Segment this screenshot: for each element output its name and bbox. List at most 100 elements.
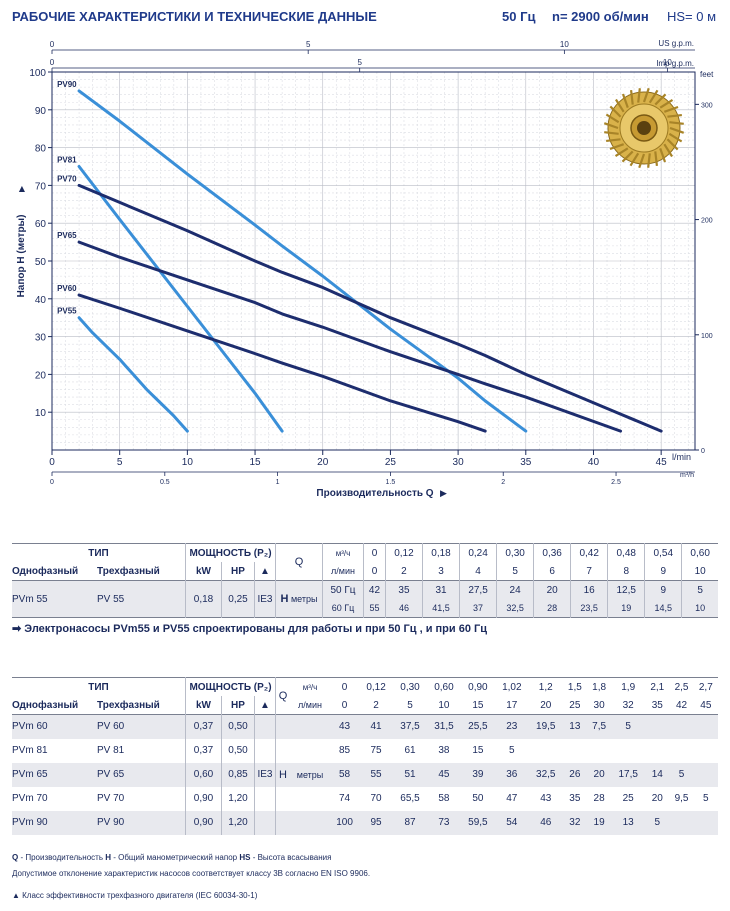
row-kw: 0,37 [185,738,222,763]
row-h-value: 58 [438,793,450,804]
table-pv55: ТИП МОЩНОСТЬ (P₂) Q м³/ч 0 0,12 0,18 0,2… [12,543,718,618]
row-h-value: 73 [438,817,450,828]
pv55-h: H [280,593,289,605]
row-h-unit: метры [296,769,324,780]
row-h-value: 13 [569,721,581,733]
impgpm-tick-label: 5 [357,58,362,67]
blank-cell [254,786,276,811]
header-hs: HS= 0 м [667,9,717,24]
q-lmin-9: 10 [681,562,718,581]
row-h-value: 7,5 [592,721,607,733]
q-lmin-3: 4 [459,562,497,581]
row-h-value [563,739,587,763]
pv55-h50-7: 12,5 [607,580,645,599]
impgpm-tick-label: 0 [50,58,55,67]
q-m3h-9: 0,60 [681,543,718,562]
q2-lmin-3: 10 [438,699,450,711]
performance-chart: 0 5 10 15 20 25 30 35 40 450 0.5 1 1.5 2 2.50 5 100 5 1010… [16,39,714,499]
q2-lmin-9: 32 [622,699,634,711]
m3h-tick-label: 1 [276,479,280,486]
x-axis-label: Производительность Q [316,488,433,499]
q-header: Q [275,543,323,581]
blank-cell [275,810,290,835]
pv55-h60-5: 28 [533,599,571,618]
hp-header-2: HP [221,696,255,715]
blank-cell [254,714,276,739]
pv55-h50-6: 16 [570,580,608,599]
blank-cell [290,715,330,739]
row-h-value: 14 [651,769,663,780]
q2-m3h-7: 1,5 [567,681,582,693]
row-h-value [529,739,563,763]
row-kw: 0,60 [185,762,222,787]
pv55-h50-2: 31 [421,580,460,599]
pv55-f60: 60 Гц [322,599,364,618]
pv55-h60-1: 46 [384,599,423,618]
type-header: ТИП [88,547,109,559]
q2-m3h-1: 0,12 [366,681,386,693]
row-h-value: 55 [370,769,382,780]
footnote-legend: Q - Производительность H - Общий маномет… [12,853,331,862]
row-hp: 1,20 [221,786,255,811]
q2-m3h-3: 0,60 [434,681,454,693]
q2-m3h-8: 1,8 [592,681,607,693]
row-kw: 0,90 [185,810,222,835]
pv55-h60-7: 19 [607,599,645,618]
q2-m3h-12: 2,7 [698,681,713,693]
q-header-2: Q [275,677,290,715]
row-h-value: 59,5 [468,817,488,828]
header-title: РАБОЧИЕ ХАРАКТЕРИСТИКИ И ТЕХНИЧЕСКИЕ ДАН… [12,9,377,24]
row-h-value: 58 [338,769,351,780]
three-phase-header: Трехфазный [97,565,160,577]
row-h-value [694,763,718,787]
row-h-value: 43 [338,721,351,733]
pv55-h60-3: 37 [459,599,497,618]
footnote-ie-class: ▲ Класс эффективности трехфазного двигат… [12,891,258,900]
row-h-value: 28 [593,793,605,804]
row-h-value: 31,5 [434,721,454,733]
row-h-value [694,811,718,835]
row-h-value: 87 [404,817,416,828]
ie-header: ▲ [254,562,276,581]
q-lmin-6: 7 [570,562,608,581]
pv55-h-unit: метры [290,594,318,604]
y-tick-label: 100 [29,68,46,79]
q2-m3h-5: 1,02 [502,681,522,693]
y-tick-label: 30 [35,333,47,344]
row-h-value: 54 [506,817,518,828]
q-m3h-0: 0 [363,543,386,562]
chart-curves [77,89,663,433]
row-h-value: 9,5 [674,793,689,804]
row-h-value: 5 [654,817,661,828]
q-m3h-3: 0,24 [459,543,497,562]
impgpm-tick-label: 10 [663,58,672,67]
row-h-value [694,715,718,739]
row-h-value: 74 [338,793,351,804]
q-m3h-8: 0,54 [644,543,682,562]
table-row: PVm 70 PV 70 0,90 1,20 74 70 65,5 58 50 47 43 35 28 2… [12,786,718,811]
pv55-h50-0: 42 [363,580,386,599]
q-lmin-7: 8 [607,562,645,581]
row-h-value: 17,5 [618,769,638,780]
m3h-tick-label: 0.5 [160,479,170,486]
x-tick-label: 15 [249,457,261,468]
pv55-h60-8: 14,5 [644,599,682,618]
row-three-phase: PV 60 [97,721,125,733]
curve-label-pv55: PV55 [57,307,77,316]
row-h: H [275,762,290,787]
q2-lmin-0: 0 [341,699,348,711]
q2-lmin-4: 15 [472,699,484,711]
pv55-h60-4: 32,5 [496,599,534,618]
feet-tick-label: 300 [701,102,713,109]
unit-m3h: м³/ч [322,543,364,562]
row-three-phase: PV 65 [97,769,125,780]
row-h-value: 85 [338,745,351,756]
pv55-three: PV 55 [97,593,125,605]
row-h-value: 5 [703,793,709,804]
row-h-value: 20 [651,793,663,804]
row-hp: 0,50 [221,714,255,739]
row-h-value: 39 [472,769,484,780]
y-axis-arrow: ▶ [17,185,26,192]
unit-lmin: л/мин [322,562,364,581]
